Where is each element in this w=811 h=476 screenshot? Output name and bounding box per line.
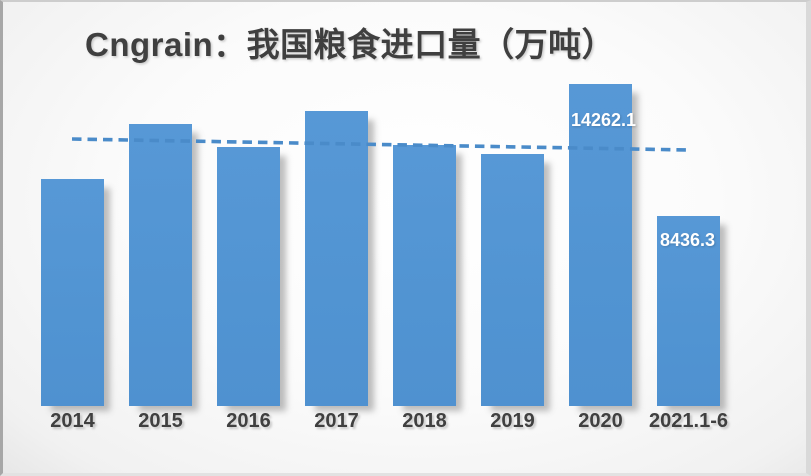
x-label-2020: 2020 — [578, 410, 623, 432]
data-label-2020: 14262.1 — [571, 110, 637, 130]
x-label-2019: 2019 — [490, 410, 535, 432]
x-label-2018: 2018 — [402, 410, 447, 432]
bar-2017 — [305, 111, 368, 406]
bar-2019 — [481, 154, 544, 406]
chart-title: Cngrain：我国粮食进口量（万吨） — [85, 26, 616, 63]
bar-2021-1-6: 8436.3 — [657, 215, 720, 406]
bar-2020: 14262.1 — [569, 84, 636, 406]
x-label-2016: 2016 — [226, 410, 271, 432]
x-label-2017: 2017 — [314, 410, 359, 432]
bar-2014 — [41, 179, 104, 406]
bar-2016 — [217, 147, 280, 406]
bar-2018 — [393, 145, 456, 406]
data-label-2021-1-6: 8436.3 — [660, 229, 716, 250]
x-label-2014: 2014 — [50, 410, 95, 432]
x-label-2021-1-6: 2021.1-6 — [649, 410, 728, 432]
x-label-2015: 2015 — [138, 410, 183, 432]
chart-area: 14262.1 8436.3 2014 2015 2016 2017 2018 … — [3, 2, 806, 473]
bar-2015 — [129, 124, 192, 406]
